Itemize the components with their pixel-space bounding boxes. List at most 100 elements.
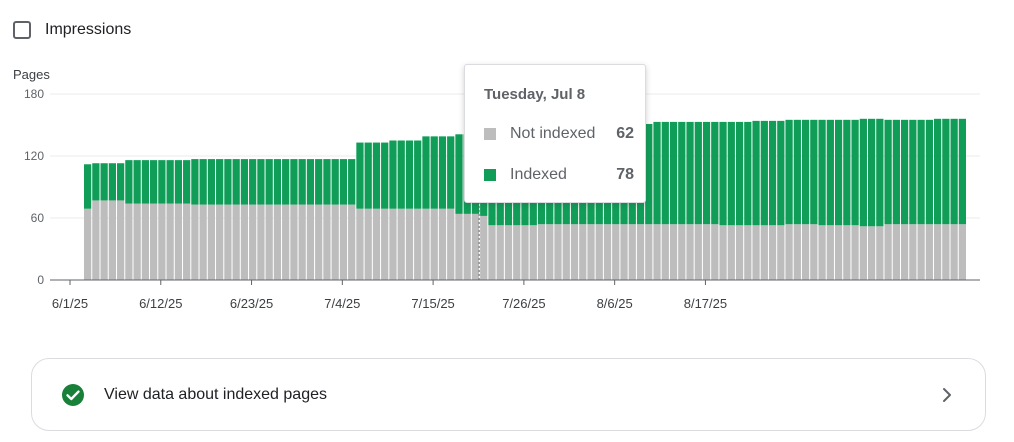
bar-not-indexed — [306, 204, 315, 280]
bar-indexed — [199, 159, 207, 205]
bar-not-indexed — [537, 224, 546, 280]
bar-indexed — [876, 118, 884, 227]
bar-indexed — [958, 118, 966, 225]
bar-not-indexed — [372, 208, 381, 280]
bar-indexed — [224, 159, 232, 205]
y-axis-label: Pages — [13, 67, 50, 82]
bar-indexed — [925, 119, 933, 225]
impressions-checkbox[interactable] — [13, 21, 31, 39]
bar-not-indexed — [158, 203, 166, 280]
bar-indexed — [422, 136, 430, 209]
bar-indexed — [356, 142, 364, 209]
bar-indexed — [917, 119, 925, 225]
bar-indexed — [331, 159, 339, 205]
bar-indexed — [100, 163, 108, 201]
bar-indexed — [727, 121, 735, 226]
bar-indexed — [430, 136, 438, 209]
x-tick-label: 6/12/25 — [139, 296, 182, 311]
bar-not-indexed — [579, 224, 587, 280]
bar-indexed — [166, 160, 174, 204]
bar-not-indexed — [702, 224, 711, 280]
bar-not-indexed — [719, 225, 727, 280]
bar-not-indexed — [801, 224, 810, 280]
bar-indexed — [801, 119, 810, 225]
bar-not-indexed — [282, 204, 290, 280]
bar-indexed — [826, 119, 834, 226]
bar-indexed — [372, 142, 381, 209]
bar-not-indexed — [488, 225, 496, 280]
bar-not-indexed — [199, 204, 207, 280]
bar-indexed — [108, 163, 117, 201]
bar-not-indexed — [851, 225, 859, 280]
not-indexed-swatch — [484, 128, 496, 140]
y-tick-label: 180 — [24, 87, 44, 101]
bar-not-indexed — [909, 224, 917, 280]
bar-not-indexed — [958, 224, 966, 280]
bar-not-indexed — [207, 204, 216, 280]
bar-not-indexed — [843, 225, 851, 280]
bar-indexed — [405, 140, 414, 209]
chevron-right-icon — [943, 388, 951, 402]
bar-indexed — [249, 159, 257, 205]
bar-not-indexed — [752, 225, 760, 280]
bar-not-indexed — [224, 204, 232, 280]
view-indexed-pages-card[interactable]: View data about indexed pages — [31, 358, 986, 431]
bar-not-indexed — [603, 224, 612, 280]
bar-not-indexed — [471, 213, 480, 280]
bar-not-indexed — [348, 204, 356, 280]
bar-not-indexed — [447, 208, 455, 280]
bar-indexed — [777, 120, 785, 226]
bar-not-indexed — [587, 224, 595, 280]
bar-not-indexed — [694, 224, 702, 280]
bar-not-indexed — [678, 224, 686, 280]
bar-indexed — [447, 136, 455, 209]
bar-indexed — [191, 159, 199, 205]
bar-not-indexed — [942, 224, 950, 280]
bar-not-indexed — [92, 200, 100, 280]
bar-not-indexed — [405, 208, 414, 280]
bar-not-indexed — [430, 208, 438, 280]
bar-not-indexed — [273, 204, 282, 280]
bar-not-indexed — [100, 200, 108, 280]
bar-not-indexed — [727, 225, 735, 280]
bar-indexed — [735, 121, 744, 226]
bar-not-indexed — [562, 224, 570, 280]
bar-indexed — [232, 159, 240, 205]
tooltip-label-not-indexed: Not indexed — [510, 125, 596, 142]
x-tick-label: 7/15/25 — [411, 296, 454, 311]
bar-indexed — [290, 159, 298, 205]
bar-not-indexed — [513, 225, 521, 280]
bar-not-indexed — [455, 213, 463, 280]
bar-indexed — [323, 159, 331, 205]
bar-not-indexed — [315, 204, 323, 280]
bar-indexed — [183, 160, 191, 204]
bar-indexed — [117, 163, 125, 201]
chart-tooltip: Tuesday, Jul 8 Not indexed 62 Indexed 78 — [464, 64, 646, 203]
bar-not-indexed — [546, 224, 554, 280]
bar-not-indexed — [554, 224, 562, 280]
bar-not-indexed — [653, 224, 661, 280]
bar-not-indexed — [191, 204, 199, 280]
bar-not-indexed — [249, 204, 257, 280]
bar-not-indexed — [529, 225, 537, 280]
impressions-toggle[interactable]: Impressions — [13, 18, 131, 42]
bar-indexed — [133, 160, 141, 204]
bar-not-indexed — [504, 225, 513, 280]
indexed-swatch — [484, 169, 496, 181]
bar-indexed — [933, 118, 942, 225]
check-circle-icon — [62, 384, 84, 406]
x-tick-label: 7/4/25 — [324, 296, 360, 311]
bar-not-indexed — [768, 225, 777, 280]
bar-indexed — [306, 159, 315, 205]
bar-not-indexed — [150, 203, 158, 280]
bar-not-indexed — [884, 224, 892, 280]
bar-indexed — [810, 119, 818, 225]
bar-not-indexed — [900, 224, 909, 280]
bar-not-indexed — [686, 224, 694, 280]
bar-not-indexed — [669, 224, 678, 280]
bar-indexed — [240, 159, 249, 205]
bar-not-indexed — [240, 204, 249, 280]
bar-indexed — [207, 159, 216, 205]
view-indexed-pages-text: View data about indexed pages — [104, 386, 327, 403]
bar-indexed — [950, 118, 958, 225]
